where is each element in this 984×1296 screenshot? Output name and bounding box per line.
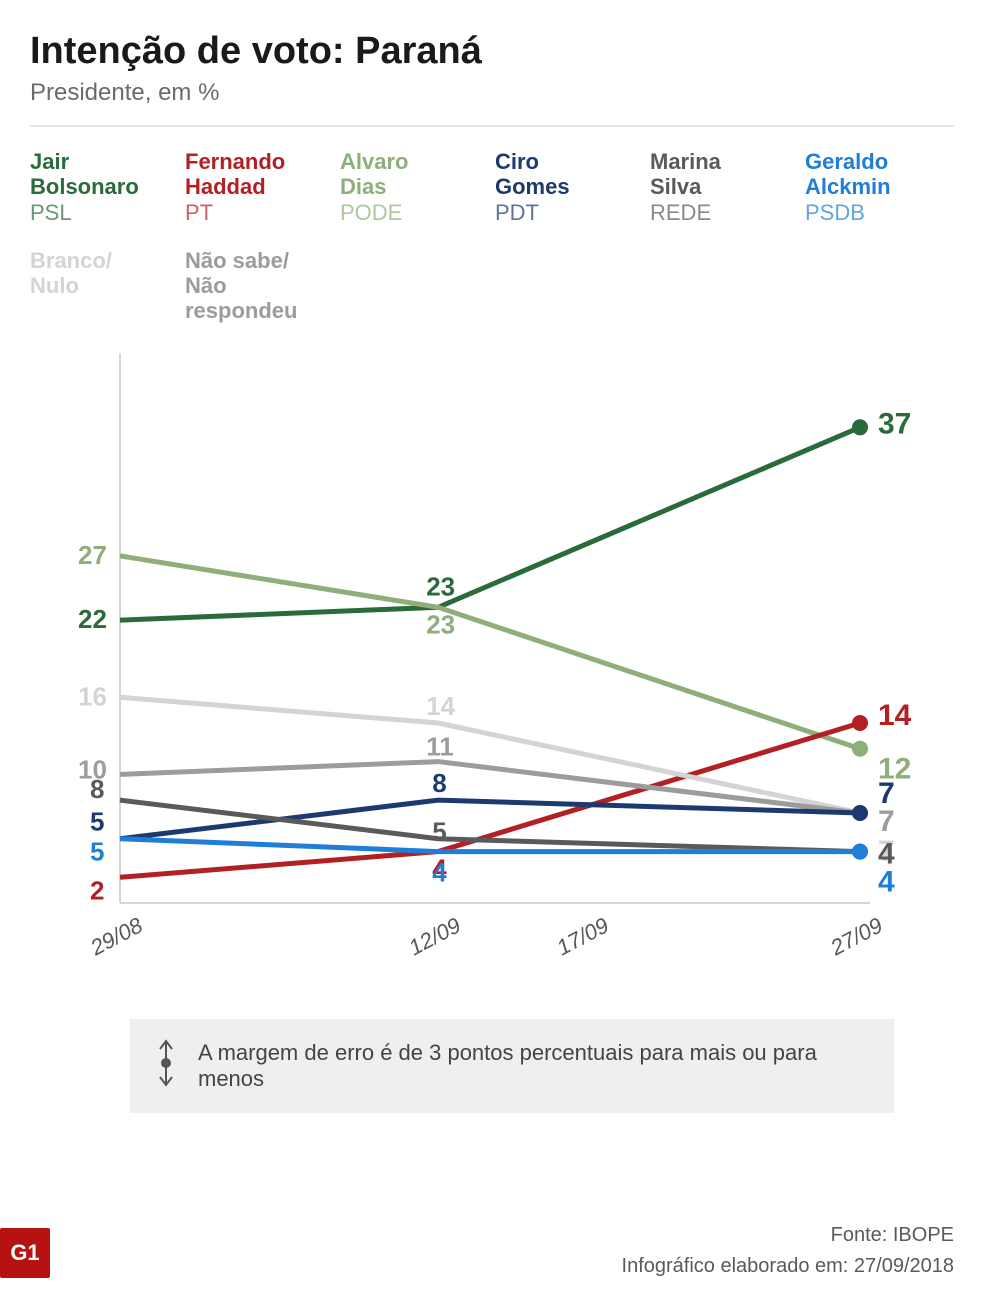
legend-item: JairBolsonaroPSL [30, 149, 179, 226]
end-label-haddad: 14 [878, 699, 912, 732]
legend-item-party: PT [185, 200, 334, 226]
footer: Fonte: IBOPE Infográfico elaborado em: 2… [622, 1224, 954, 1278]
legend-item-name: CiroGomes [495, 149, 644, 200]
value-label: 2 [90, 876, 104, 906]
infographic-container: Intenção de voto: Paraná Presidente, em … [0, 0, 984, 1296]
g1-logo: G1 [0, 1228, 50, 1278]
legend-item: Branco/Nulo [30, 248, 179, 324]
margin-note-text: A margem de erro é de 3 pontos percentua… [198, 1040, 868, 1092]
legend-item-name: JairBolsonaro [30, 149, 179, 200]
legend-item-name: MarinaSilva [650, 149, 799, 200]
legend-item: FernandoHaddadPT [185, 149, 334, 226]
credit-text: Infográfico elaborado em: 27/09/2018 [622, 1255, 954, 1278]
legend-item-name: Não sabe/Não respondeu [185, 248, 334, 324]
chart-subtitle: Presidente, em % [30, 79, 954, 107]
value-label: 23 [426, 610, 455, 640]
series-end-dot-alckmin [852, 844, 868, 860]
x-tick-label: 29/08 [85, 913, 147, 962]
legend-item: GeraldoAlckminPSDB [805, 149, 954, 226]
legend-item-name: FernandoHaddad [185, 149, 334, 200]
line-chart: 29/0812/0917/0927/0922233727231224141614… [30, 343, 930, 993]
chart-title: Intenção de voto: Paraná [30, 30, 954, 73]
x-tick-label: 12/09 [405, 913, 465, 961]
value-label: 8 [432, 769, 446, 799]
error-bar-icon [156, 1039, 176, 1093]
value-label: 5 [90, 837, 104, 867]
value-label: 23 [426, 572, 455, 602]
series-line-bolsonaro [120, 428, 860, 621]
x-tick-label: 27/09 [825, 913, 886, 961]
legend-item: AlvaroDiasPODE [340, 149, 489, 226]
series-line-ciro [120, 801, 860, 840]
legend-item-party: PDT [495, 200, 644, 226]
end-label-alckmin: 4 [878, 866, 895, 899]
legend-item-party: PSL [30, 200, 179, 226]
legend-item: Não sabe/Não respondeu [185, 248, 334, 324]
x-tick-label: 17/09 [553, 913, 613, 961]
legend-item: CiroGomesPDT [495, 149, 644, 226]
value-label: 8 [90, 775, 104, 805]
legend: JairBolsonaroPSLFernandoHaddadPTAlvaroDi… [30, 149, 954, 323]
legend-item-name: GeraldoAlckmin [805, 149, 954, 200]
value-label: 4 [432, 858, 447, 888]
legend-item-party: REDE [650, 200, 799, 226]
value-label: 16 [78, 682, 107, 712]
legend-item-party: PSDB [805, 200, 954, 226]
legend-item: MarinaSilvaREDE [650, 149, 799, 226]
value-label: 5 [432, 817, 446, 847]
margin-of-error-box: A margem de erro é de 3 pontos percentua… [130, 1019, 894, 1113]
divider [30, 125, 954, 127]
series-end-dot-ciro [852, 805, 868, 821]
legend-item-name: AlvaroDias [340, 149, 489, 200]
source-text: Fonte: IBOPE [622, 1224, 954, 1247]
end-label-bolsonaro: 37 [878, 408, 911, 441]
series-end-dot-dias [852, 741, 868, 757]
legend-item-name: Branco/Nulo [30, 248, 179, 299]
series-end-dot-haddad [852, 715, 868, 731]
end-label-ciro: 7 [878, 777, 895, 810]
value-label: 5 [90, 807, 104, 837]
value-label: 22 [78, 605, 107, 635]
value-label: 27 [78, 540, 107, 570]
legend-item-party: PODE [340, 200, 489, 226]
value-label: 11 [426, 732, 454, 762]
chart-area: 29/0812/0917/0927/0922233727231224141614… [30, 343, 954, 993]
series-end-dot-bolsonaro [852, 420, 868, 436]
value-label: 14 [426, 691, 455, 721]
